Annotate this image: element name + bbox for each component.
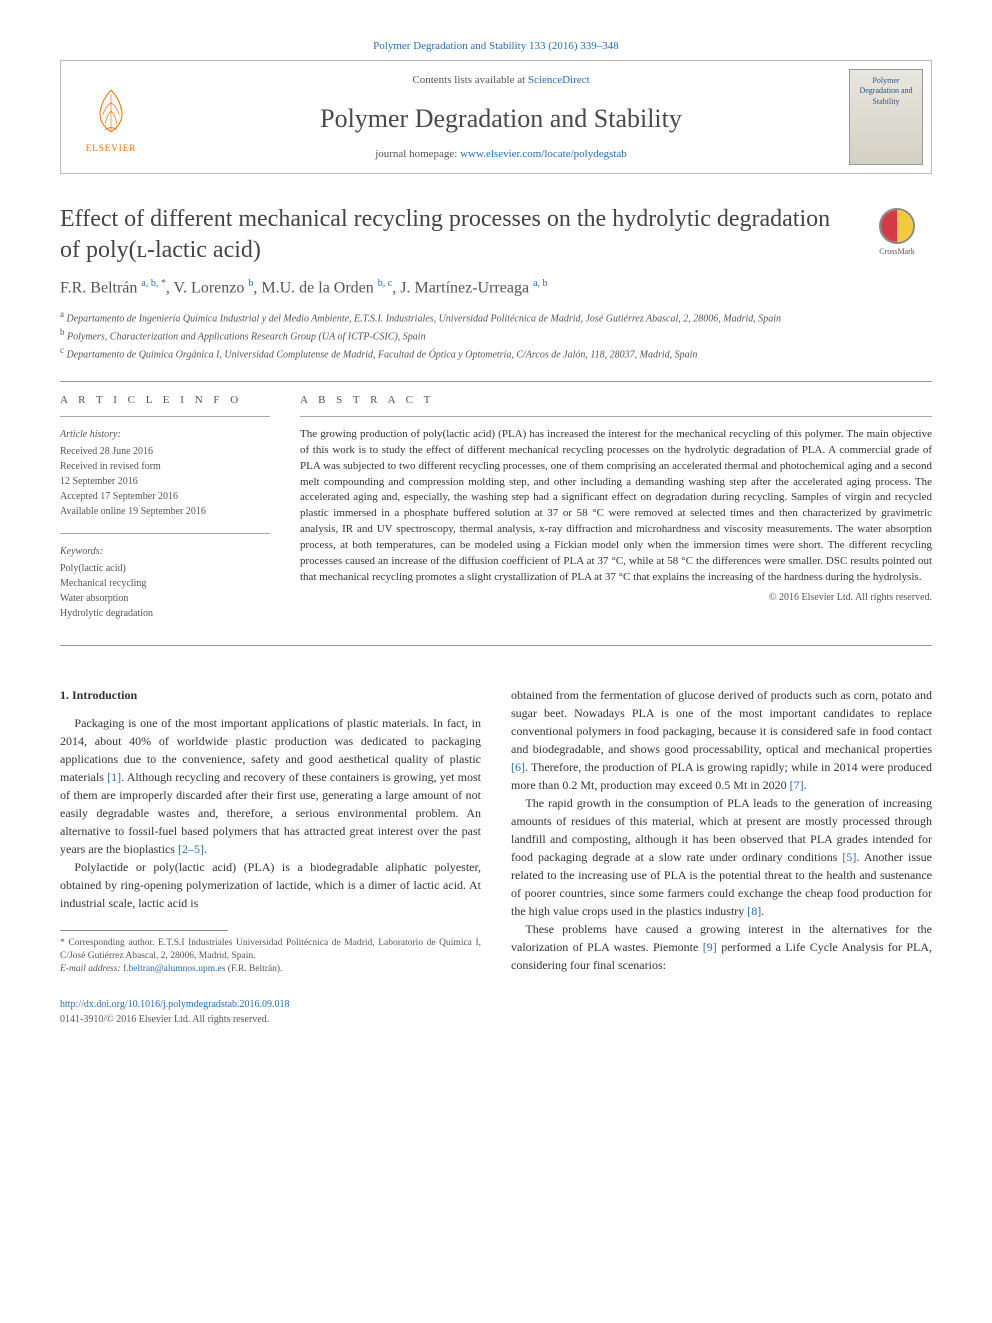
authors-line: F.R. Beltrán a, b, *, V. Lorenzo b, M.U.…: [60, 278, 932, 297]
history-line: Available online 19 September 2016: [60, 504, 270, 519]
info-divider-2: [60, 533, 270, 534]
footnote-separator: [60, 930, 228, 931]
abstract: A B S T R A C T The growing production o…: [300, 394, 932, 635]
header-right: Polymer Degradation and Stability: [841, 61, 931, 173]
history-label: Article history:: [60, 427, 270, 442]
ref-6[interactable]: [6]: [511, 760, 525, 774]
contents-prefix: Contents lists available at: [412, 74, 527, 86]
history-line: 12 September 2016: [60, 474, 270, 489]
divider-top: [60, 381, 932, 382]
affiliations: a Departamento de Ingeniería Química Ind…: [60, 308, 932, 363]
title-row: Effect of different mechanical recycling…: [60, 204, 932, 266]
crossmark-icon: [879, 208, 915, 244]
keywords-label: Keywords:: [60, 544, 270, 559]
keywords-block: Keywords: Poly(lactic acid)Mechanical re…: [60, 544, 270, 621]
ref-7[interactable]: [7]: [790, 778, 804, 792]
publisher-block: ELSEVIER: [61, 61, 161, 173]
citation-line: Polymer Degradation and Stability 133 (2…: [60, 40, 932, 52]
journal-header: ELSEVIER Contents lists available at Sci…: [60, 60, 932, 174]
article-info: A R T I C L E I N F O Article history: R…: [60, 394, 270, 635]
author-email-link[interactable]: f.beltran@alumnos.upm.es: [123, 964, 225, 974]
article-title: Effect of different mechanical recycling…: [60, 204, 842, 266]
ref-2-5[interactable]: [2–5]: [178, 842, 204, 856]
keyword: Hydrolytic degradation: [60, 606, 270, 621]
journal-title: Polymer Degradation and Stability: [171, 104, 831, 134]
affiliation-line: b Polymers, Characterization and Applica…: [60, 326, 932, 344]
journal-homepage: journal homepage: www.elsevier.com/locat…: [171, 148, 831, 160]
abstract-heading: A B S T R A C T: [300, 394, 932, 406]
info-divider-1: [60, 416, 270, 417]
ref-8[interactable]: [8]: [747, 904, 761, 918]
intro-p3: The rapid growth in the consumption of P…: [511, 794, 932, 920]
abstract-text: The growing production of poly(lactic ac…: [300, 427, 932, 586]
intro-p4: These problems have caused a growing int…: [511, 920, 932, 974]
crossmark-label: CrossMark: [879, 247, 915, 256]
doi-link[interactable]: http://dx.doi.org/10.1016/j.polymdegrads…: [60, 999, 290, 1010]
email-line: E-mail address: f.beltran@alumnos.upm.es…: [60, 963, 481, 976]
info-abstract-row: A R T I C L E I N F O Article history: R…: [60, 394, 932, 635]
homepage-link[interactable]: www.elsevier.com/locate/polydegstab: [460, 148, 627, 160]
header-center: Contents lists available at ScienceDirec…: [161, 61, 841, 173]
cover-title: Polymer Degradation and Stability: [853, 76, 919, 107]
crossmark-badge[interactable]: CrossMark: [862, 208, 932, 256]
body-text: 1. Introduction Packaging is one of the …: [60, 686, 932, 1027]
intro-p1: Packaging is one of the most important a…: [60, 714, 481, 858]
keyword: Poly(lactic acid): [60, 561, 270, 576]
history-line: Received 28 June 2016: [60, 444, 270, 459]
abstract-divider: [300, 416, 932, 417]
elsevier-tree-icon: [81, 81, 141, 141]
affiliation-line: c Departamento de Química Orgánica I, Un…: [60, 344, 932, 362]
keyword: Mechanical recycling: [60, 576, 270, 591]
ref-5[interactable]: [5]: [842, 850, 856, 864]
article-history: Article history: Received 28 June 2016Re…: [60, 427, 270, 519]
publisher-name: ELSEVIER: [86, 143, 137, 153]
journal-cover-thumb: Polymer Degradation and Stability: [849, 69, 923, 165]
keyword: Water absorption: [60, 591, 270, 606]
affiliation-line: a Departamento de Ingeniería Química Ind…: [60, 308, 932, 326]
history-line: Accepted 17 September 2016: [60, 489, 270, 504]
sciencedirect-link[interactable]: ScienceDirect: [528, 74, 590, 86]
section-1-heading: 1. Introduction: [60, 686, 481, 704]
corresponding-author: * Corresponding author. E.T.S.I Industri…: [60, 937, 481, 964]
issn-copyright: 0141-3910/© 2016 Elsevier Ltd. All right…: [60, 1012, 481, 1027]
ref-1[interactable]: [1]: [107, 770, 121, 784]
ref-9[interactable]: [9]: [703, 940, 717, 954]
page-root: Polymer Degradation and Stability 133 (2…: [0, 0, 992, 1067]
bottom-bar: http://dx.doi.org/10.1016/j.polymdegrads…: [60, 997, 481, 1027]
footnote-block: * Corresponding author. E.T.S.I Industri…: [60, 930, 481, 1027]
history-line: Received in revised form: [60, 459, 270, 474]
divider-bottom: [60, 645, 932, 646]
footnotes: * Corresponding author. E.T.S.I Industri…: [60, 937, 481, 977]
contents-available: Contents lists available at ScienceDirec…: [171, 74, 831, 86]
homepage-prefix: journal homepage:: [375, 148, 460, 160]
article-info-heading: A R T I C L E I N F O: [60, 394, 270, 406]
intro-p2b: obtained from the fermentation of glucos…: [511, 686, 932, 794]
abstract-copyright: © 2016 Elsevier Ltd. All rights reserved…: [300, 592, 932, 603]
intro-p2a: Polylactide or poly(lactic acid) (PLA) i…: [60, 858, 481, 912]
